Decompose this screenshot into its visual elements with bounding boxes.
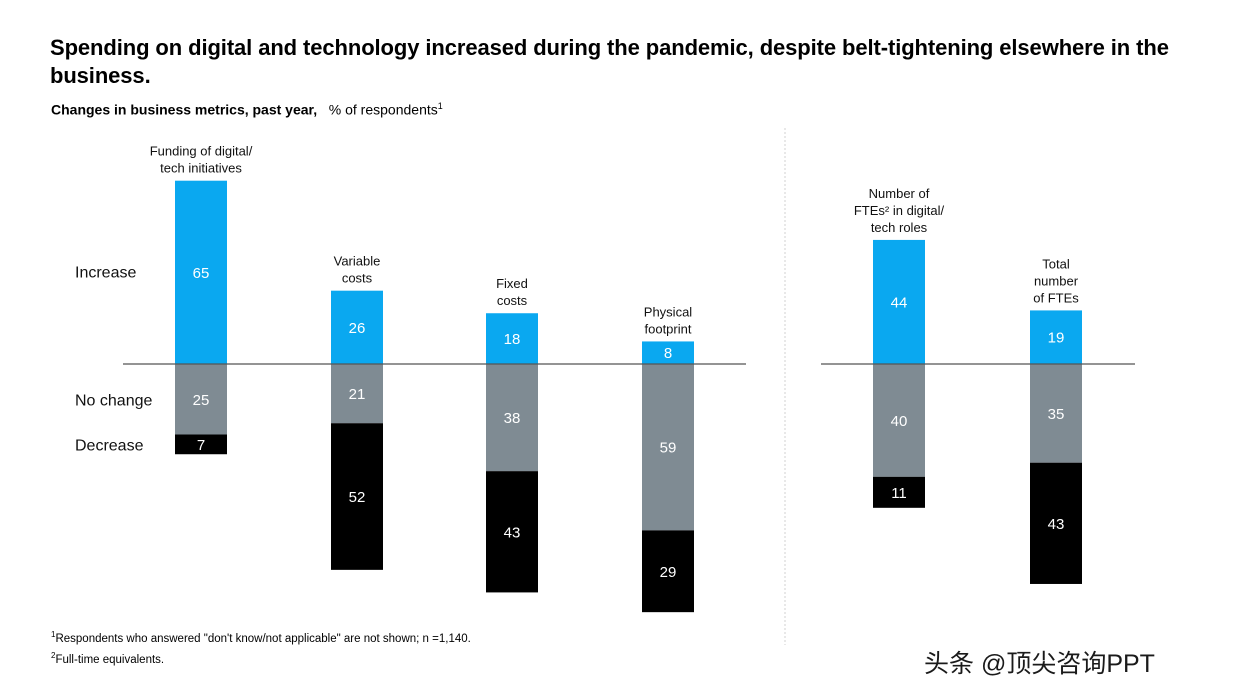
value-label-increase: 44 [891, 294, 908, 311]
value-label-no-change: 21 [349, 386, 366, 403]
subtitle-main: Changes in business metrics, past year, [51, 101, 318, 118]
footnote-1: 1Respondents who answered "don't know/no… [51, 630, 471, 645]
bar-decrease [642, 530, 694, 613]
value-label-no-change: 38 [504, 410, 521, 427]
bar-increase [486, 313, 538, 364]
bar-no-change [331, 364, 383, 424]
category-label: Fixed [496, 276, 528, 291]
value-label-no-change: 40 [891, 413, 908, 430]
category-label: footprint [645, 321, 692, 336]
category-label: Total [1042, 256, 1070, 271]
category-label: of FTEs [1033, 290, 1079, 305]
footnote-2-marker: 2 [51, 651, 56, 660]
subtitle-unit: % of respondents [328, 101, 438, 118]
category-label: Number of [869, 186, 930, 201]
row-label: Increase [75, 265, 136, 282]
bar-no-change [1030, 364, 1082, 463]
category-label: tech initiatives [160, 161, 242, 176]
footnote-2: 2Full-time equivalents. [51, 651, 164, 666]
bar-increase [1030, 310, 1082, 364]
bar-increase [873, 239, 925, 364]
value-label-decrease: 52 [349, 489, 366, 506]
category-label: FTEs² in digital/ [854, 203, 945, 218]
bar-no-change [873, 364, 925, 477]
bar-increase [642, 341, 694, 364]
chart-title: Spending on digital and technology incre… [50, 35, 1169, 88]
value-label-decrease: 7 [197, 437, 205, 454]
bar-no-change [175, 364, 227, 435]
value-label-decrease: 43 [1048, 516, 1065, 533]
category-label: costs [342, 271, 373, 286]
value-label-decrease: 43 [504, 524, 521, 541]
bar-decrease [331, 423, 383, 570]
category-label: Variable [334, 254, 381, 269]
value-label-no-change: 35 [1048, 406, 1065, 423]
footnote-1-text: Respondents who answered "don't know/not… [55, 632, 471, 645]
category-label: Funding of digital/ [150, 144, 253, 159]
value-label-increase: 26 [349, 320, 366, 337]
value-label-decrease: 11 [891, 485, 907, 502]
bar-decrease [486, 471, 538, 593]
value-label-decrease: 29 [660, 564, 677, 581]
category-label: number [1034, 273, 1079, 288]
bar-increase [331, 290, 383, 364]
chart-subtitle: Changes in business metrics, past year, … [51, 101, 443, 118]
value-label-no-change: 59 [660, 440, 677, 457]
bar-no-change [486, 364, 538, 472]
footnote-1-marker: 1 [51, 630, 56, 639]
value-label-increase: 18 [504, 331, 521, 348]
bar-no-change [642, 364, 694, 531]
row-label: Decrease [75, 438, 144, 455]
value-label-increase: 65 [193, 265, 210, 282]
value-label-increase: 19 [1048, 330, 1065, 347]
value-label-increase: 8 [664, 345, 672, 362]
bar-decrease [1030, 462, 1082, 584]
bar-decrease [873, 476, 925, 508]
watermark: 头条 @顶尖咨询PPT [924, 650, 1155, 678]
value-label-no-change: 25 [193, 392, 210, 409]
category-label: costs [497, 293, 528, 308]
footnote-2-text: Full-time equivalents. [55, 653, 165, 666]
category-label: Physical [644, 304, 693, 319]
subtitle-footnote-marker: 1 [437, 101, 443, 111]
row-label: No change [75, 393, 152, 410]
bar-decrease [175, 434, 227, 455]
bar-increase [175, 180, 227, 364]
category-label: tech roles [871, 220, 928, 235]
